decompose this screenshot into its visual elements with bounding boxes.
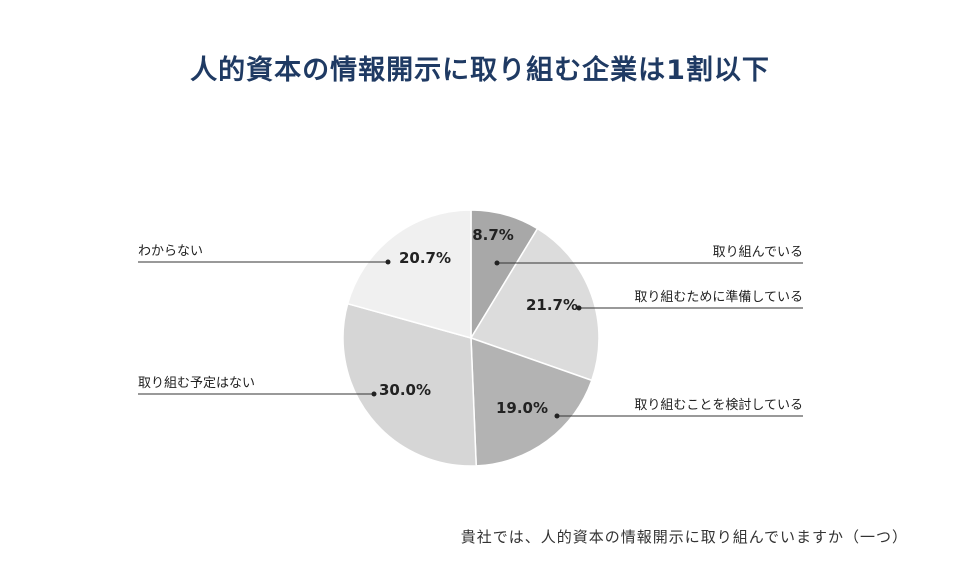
pie-slices [342,209,600,467]
category-label-2: 取り組むために準備している [634,289,803,305]
value-label-3: 19.0% [496,399,548,417]
chart-title: 人的資本の情報開示に取り組む企業は1割以下 [190,55,770,86]
pie-slice-2 [469,227,600,382]
callout-dot-2 [576,305,582,311]
callout-dot-4 [371,391,377,397]
category-label-1: 取り組んでいる [713,245,803,260]
value-labels: 8.7% 21.7% 19.0% 30.0% 20.7% [379,226,578,417]
survey-question: 貴社では、人的資本の情報開示に取り組んでいますか（一つ） [460,528,908,546]
pie-slice-5 [346,209,472,339]
callout-dot-3 [554,413,560,419]
callout-dot-1 [494,260,500,266]
category-label-3: 取り組むことを検討している [634,397,803,413]
category-label-4: 取り組む予定はない [138,376,255,391]
value-label-4: 30.0% [379,381,431,399]
callout-dot-5 [385,259,391,265]
value-label-5: 20.7% [399,249,451,267]
value-label-1: 8.7% [472,226,514,244]
value-label-2: 21.7% [526,296,578,314]
pie-slice-3 [470,336,593,467]
category-label-5: わからない [138,244,203,259]
pie-slice-4 [342,302,477,467]
